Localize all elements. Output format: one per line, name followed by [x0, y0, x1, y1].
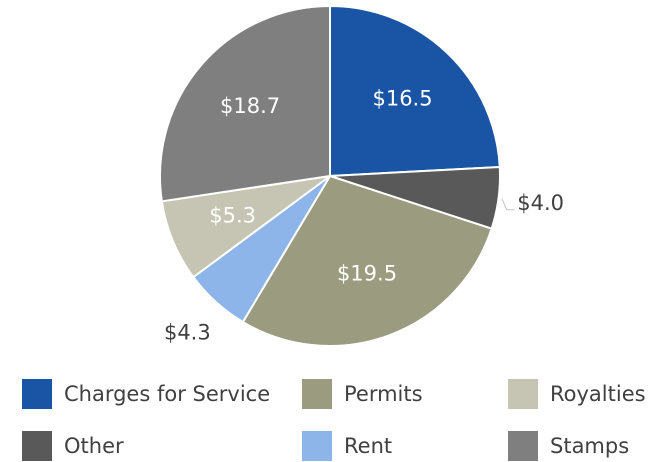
data-label: $18.7 [220, 94, 280, 118]
pie-slice [329, 4, 501, 178]
legend-swatch [508, 431, 538, 461]
legend-label: Permits [344, 382, 423, 406]
legend-label: Charges for Service [64, 382, 270, 406]
legend-swatch [22, 431, 52, 461]
data-label: $19.5 [337, 262, 397, 286]
pie-slice [159, 4, 331, 203]
legend-swatch [302, 431, 332, 461]
leader-line [501, 198, 515, 211]
legend-swatch [302, 379, 332, 409]
data-label: $16.5 [372, 87, 432, 111]
legend-swatch [22, 379, 52, 409]
legend-label: Other [64, 434, 124, 458]
legend-label: Stamps [550, 434, 629, 458]
data-label: $4.3 [164, 321, 211, 345]
data-label: $5.3 [209, 203, 256, 227]
data-label: $4.0 [517, 191, 564, 215]
legend-swatch [508, 379, 538, 409]
legend-label: Royalties [550, 382, 646, 406]
legend-label: Rent [344, 434, 392, 458]
